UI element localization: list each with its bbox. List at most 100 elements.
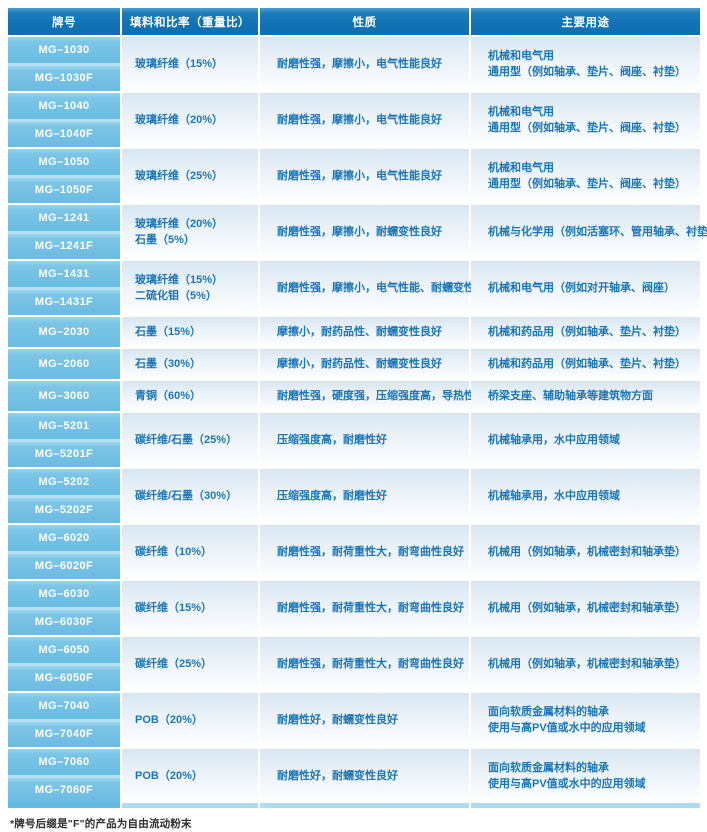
uses-cell-line: 机械用（例如轴承，机械密封和轴承垫） (488, 602, 686, 614)
filler-cell-line: POB（20%） (135, 770, 203, 782)
properties-cell: 耐磨性好，耐蠕变性良好 (260, 749, 469, 803)
grade-column-cell: MG–6020 MG–6020F (8, 525, 120, 579)
uses-cell-line: 机械轴承用，水中应用领域 (488, 490, 620, 502)
properties-cell-line: 耐磨性强，摩擦小，电气性能、耐蠕变性良好 (277, 282, 497, 294)
filler-cell: 碳纤维/石墨（25%） (122, 413, 258, 467)
uses-cell-line: 机械和电气用 (488, 106, 554, 118)
filler-cell: 玻璃纤维（25%） (122, 149, 258, 203)
filler-cell-line: POB（20%） (135, 714, 203, 726)
header-grade: 牌号 (8, 8, 120, 35)
filler-cell-line: 石墨（30%） (135, 358, 202, 370)
uses-cell: 机械和电气用通用型（例如轴承、垫片、阀座、衬垫） (471, 93, 700, 147)
grade-column-cell: MG–1030 MG–1030F (8, 37, 120, 91)
table-bottom-border (8, 803, 700, 808)
grade-cell: MG–7040 (8, 693, 120, 719)
properties-cell: 压缩强度高，耐磨性好 (260, 469, 469, 523)
grade-cell: MG–7040F (8, 721, 120, 747)
bottom-border-segment (471, 803, 700, 808)
grade-cell: MG–6020F (8, 553, 120, 579)
properties-cell: 耐磨性强，耐荷重性大，耐弯曲性良好 (260, 581, 469, 635)
uses-cell-line: 机械用（例如轴承，机械密封和轴承垫） (488, 658, 686, 670)
grade-cell: MG–1050F (8, 177, 120, 203)
grade-cell: MG–2030 (8, 317, 120, 347)
uses-cell-line: 面向软质金属材料的轴承 (488, 706, 609, 718)
filler-cell: 青铜（60%） (122, 381, 258, 411)
grade-column-cell: MG–1431 MG–1431F (8, 261, 120, 315)
properties-cell: 耐磨性好，耐蠕变性良好 (260, 693, 469, 747)
table-row-group: MG–7040 MG–7040F POB（20%） 耐磨性好，耐蠕变性良好 面向软质金属… (8, 693, 700, 747)
filler-cell: 碳纤维（25%） (122, 637, 258, 691)
filler-cell: 石墨（15%） (122, 317, 258, 347)
grade-cell: MG–6020 (8, 525, 120, 551)
filler-cell: 玻璃纤维（20%） (122, 93, 258, 147)
uses-cell-line: 机械和药品用（例如轴承、垫片、衬垫） (488, 358, 686, 370)
grade-cell: MG–1241 (8, 205, 120, 231)
grade-column-cell: MG–5201 MG–5201F (8, 413, 120, 467)
grade-cell: MG–1030 (8, 37, 120, 63)
uses-cell-line: 使用与高PV值或水中的应用领域 (488, 722, 646, 734)
grade-column-cell: MG–6030 MG–6030F (8, 581, 120, 635)
grade-column-cell: MG–2060 (8, 349, 120, 379)
properties-cell: 耐磨性强，摩擦小，电气性能、耐蠕变性良好 (260, 261, 497, 315)
grade-cell: MG–5201F (8, 441, 120, 467)
filler-cell: 碳纤维（10%） (122, 525, 258, 579)
properties-cell-line: 耐磨性强，摩擦小，电气性能良好 (277, 170, 442, 182)
properties-cell-line: 耐磨性强，摩擦小，耐蠕变性良好 (277, 226, 442, 238)
properties-cell-line: 耐磨性强，耐荷重性大，耐弯曲性良好 (277, 658, 464, 670)
filler-cell-line: 玻璃纤维（15%） (135, 274, 224, 286)
filler-cell-line: 碳纤维/石墨（30%） (135, 490, 238, 502)
uses-cell-line: 机械与化学用（例如活塞环、管用轴承、衬垫） (488, 226, 707, 238)
grade-cell: MG–3060 (8, 381, 120, 411)
uses-cell: 机械与化学用（例如活塞环、管用轴承、衬垫） (471, 205, 707, 259)
filler-cell: 玻璃纤维（15%） 二硫化钼（5%） (122, 261, 258, 315)
table-row-group: MG–3060 青铜（60%） 耐磨性强，硬度强，压缩强度高，导热性好 桥梁支座、辅助… (8, 381, 700, 411)
uses-cell: 机械和电气用 通用型（例如轴承、垫片、阀座、衬垫） (471, 149, 700, 203)
uses-cell-line: 通用型（例如轴承、垫片、阀座、衬垫） (488, 122, 686, 134)
properties-cell-line: 耐磨性强，耐荷重性大，耐弯曲性良好 (277, 602, 464, 614)
bottom-border-segment (8, 803, 120, 808)
grade-cell: MG–1040F (8, 121, 120, 147)
material-grades-table: 牌号 填料和比率（重量比） 性质 主要用途 MG–1030 MG–1030F 玻璃纤… (8, 8, 707, 808)
filler-cell: 玻璃纤维（15%） (122, 37, 258, 91)
grade-column-cell: MG–1040 MG–1040F (8, 93, 120, 147)
properties-cell: 耐磨性强，摩擦小，耐蠕变性良好 (260, 205, 469, 259)
uses-cell-line: 机械和电气用（例如对开轴承、阀座） (488, 282, 675, 294)
uses-cell-line: 桥梁支座、辅助轴承等建筑物方面 (488, 390, 653, 402)
properties-cell: 摩擦小，耐药品性、耐蠕变性良好 (260, 317, 469, 347)
table-row-group: MG–6030 MG–6030F 碳纤维（15%） 耐磨性强，耐荷重性大，耐弯曲性良好… (8, 581, 700, 635)
properties-cell: 耐磨性强，摩擦小，电气性能良好 (260, 149, 469, 203)
table-row-group: MG–2060 石墨（30%） 摩擦小，耐药品性、耐蠕变性良好 机械和药品用（例如轴承… (8, 349, 700, 379)
grade-cell: MG–5201 (8, 413, 120, 439)
filler-cell-line: 玻璃纤维（25%） (135, 170, 224, 182)
uses-cell: 机械轴承用，水中应用领域 (471, 413, 700, 467)
grade-column-cell: MG–1050 MG–1050F (8, 149, 120, 203)
filler-cell: POB（20%） (122, 693, 258, 747)
grade-cell: MG–1431 (8, 261, 120, 287)
properties-cell: 摩擦小，耐药品性、耐蠕变性良好 (260, 349, 469, 379)
grade-column-cell: MG–1241 MG–1241F (8, 205, 120, 259)
table-row-group: MG–1431 MG–1431F 玻璃纤维（15%） 二硫化钼（5%） 耐磨性强，摩擦小… (8, 261, 700, 315)
properties-cell-line: 耐磨性好，耐蠕变性良好 (277, 714, 398, 726)
table-row-group: MG–1030 MG–1030F 玻璃纤维（15%） 耐磨性强，摩擦小，电气性能良好 机… (8, 37, 700, 91)
table-body: MG–1030 MG–1030F 玻璃纤维（15%） 耐磨性强，摩擦小，电气性能良好机… (8, 37, 707, 803)
properties-cell: 耐磨性强，摩擦小，电气性能良好 (260, 37, 469, 91)
table-row-group: MG–6020 MG–6020F 碳纤维（10%） 耐磨性强，耐荷重性大，耐弯曲性良好… (8, 525, 700, 579)
table-header-row: 牌号 填料和比率（重量比） 性质 主要用途 (8, 8, 700, 35)
uses-cell: 机械和药品用（例如轴承、垫片、衬垫） (471, 349, 700, 379)
uses-cell: 机械轴承用，水中应用领域 (471, 469, 700, 523)
filler-cell-line: 二硫化钼（5%） (135, 290, 217, 302)
footnote: *牌号后缀是"F"的产品为自由流动粉末 (10, 818, 192, 830)
grade-cell: MG–1050 (8, 149, 120, 175)
properties-cell: 压缩强度高，耐磨性好 (260, 413, 469, 467)
grade-column-cell: MG–3060 (8, 381, 120, 411)
properties-cell-line: 耐磨性强，硬度强，压缩强度高，导热性好 (277, 390, 486, 402)
properties-cell-line: 压缩强度高，耐磨性好 (277, 490, 387, 502)
grade-cell: MG–1030F (8, 65, 120, 91)
properties-cell-line: 压缩强度高，耐磨性好 (277, 434, 387, 446)
table-row-group: MG–7060 MG–7060F POB（20%） 耐磨性好，耐蠕变性良好 面向软质金属… (8, 749, 700, 803)
grade-cell: MG–6050 (8, 637, 120, 663)
uses-cell: 机械用（例如轴承，机械密封和轴承垫） (471, 581, 700, 635)
grade-cell: MG–7060 (8, 749, 120, 775)
uses-cell: 机械和电气用（例如对开轴承、阀座） (471, 261, 700, 315)
